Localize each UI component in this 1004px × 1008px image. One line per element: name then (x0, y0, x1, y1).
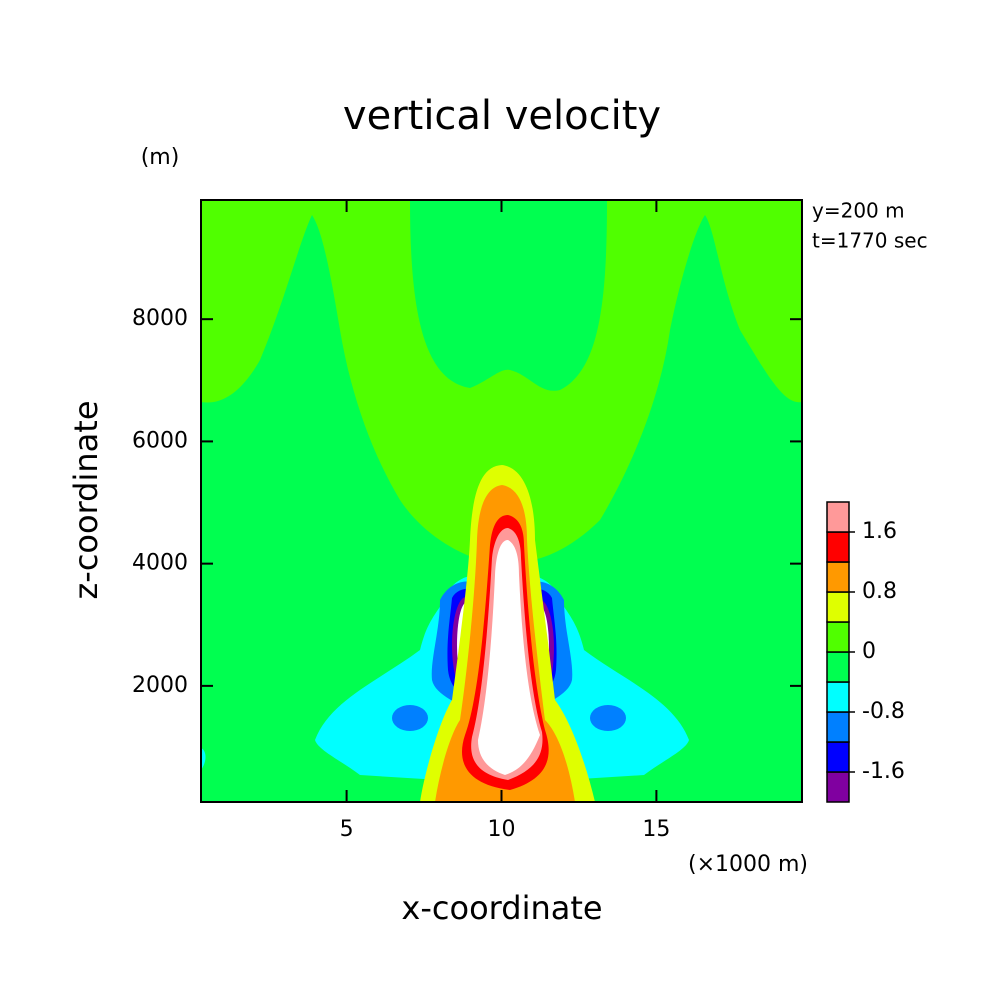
contour-band (392, 705, 428, 731)
colorbar-swatch (826, 771, 850, 803)
colorbar-swatch (826, 681, 850, 713)
colorbar-swatch (826, 531, 850, 563)
y-tick-label: 8000 (132, 306, 188, 331)
colorbar-swatch (826, 651, 850, 683)
annotation: t=1770 sec (812, 229, 928, 253)
contour-band (201, 200, 802, 560)
x-tick-label: 10 (488, 817, 516, 842)
colorbar-tick-label: 1.6 (862, 519, 897, 544)
y-unit: (m) (141, 145, 180, 170)
y-tick-label: 6000 (132, 428, 188, 453)
x-tick-label: 5 (340, 817, 354, 842)
x-label: x-coordinate (401, 889, 602, 927)
annotation: y=200 m (812, 199, 905, 223)
x-unit: (×1000 m) (688, 852, 808, 877)
colorbar-tick-label: 0.8 (862, 579, 897, 604)
colorbar-tick-label: -1.6 (862, 759, 905, 784)
x-tick-label: 15 (642, 817, 670, 842)
colorbar-swatch (826, 561, 850, 593)
contour-field (201, 200, 802, 802)
colorbar-tick-label: -0.8 (862, 699, 905, 724)
chart-title: vertical velocity (343, 93, 661, 139)
contour-band (201, 748, 206, 770)
y-label: z-coordinate (67, 400, 105, 599)
colorbar-swatch (826, 711, 850, 743)
colorbar-swatch (826, 591, 850, 623)
contour-band-out-of-range (478, 540, 540, 775)
colorbar-swatch (826, 741, 850, 773)
contour-band (590, 705, 626, 731)
colorbar-swatch (826, 501, 850, 533)
y-tick-label: 2000 (132, 673, 188, 698)
colorbar-swatch (826, 621, 850, 653)
colorbar-tick-label: 0 (862, 639, 876, 664)
y-tick-label: 4000 (132, 551, 188, 576)
